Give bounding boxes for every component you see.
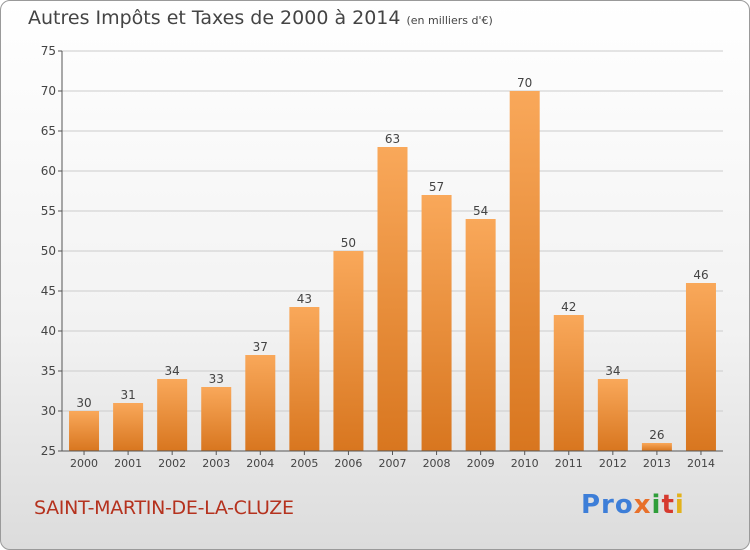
y-tick-label: 65 [41, 124, 56, 138]
x-tick-label: 2013 [643, 457, 671, 470]
data-label: 30 [76, 396, 91, 410]
y-tick-label: 60 [41, 164, 56, 178]
bars [69, 91, 716, 451]
data-label: 54 [473, 204, 488, 218]
bar [553, 315, 584, 451]
logo-part: Pro [581, 490, 634, 520]
chart-subtitle: (en milliers d'€) [406, 14, 493, 27]
y-tick-label: 40 [41, 324, 56, 338]
data-label: 31 [120, 388, 135, 402]
bar [421, 195, 452, 451]
x-tick-label: 2007 [379, 457, 407, 470]
y-tick-label: 25 [41, 444, 56, 458]
x-tick-label: 2002 [158, 457, 186, 470]
bar [113, 403, 144, 451]
logo-part: i [651, 490, 662, 520]
y-tick-label: 75 [41, 44, 56, 58]
x-tick-label: 2014 [687, 457, 715, 470]
y-axis: 25 30 35 40 45 50 55 60 65 70 75 [41, 44, 63, 458]
commune-name: SAINT-MARTIN-DE-LA-CLUZE [34, 497, 294, 519]
bar [641, 443, 672, 451]
data-label: 37 [253, 340, 268, 354]
data-label: 46 [693, 268, 708, 282]
bar [245, 355, 276, 451]
chart-title: Autres Impôts et Taxes de 2000 à 2014 (en… [28, 7, 493, 29]
x-tick-label: 2009 [467, 457, 495, 470]
x-tick-label: 2000 [70, 457, 98, 470]
data-label: 63 [385, 132, 400, 146]
x-tick-label: 2004 [246, 457, 274, 470]
x-tick-label: 2008 [423, 457, 451, 470]
bar [289, 307, 320, 451]
bar [157, 379, 188, 451]
y-tick-label: 35 [41, 364, 56, 378]
y-tick-label: 30 [41, 404, 56, 418]
bar [69, 411, 100, 451]
bar [201, 387, 232, 451]
y-tick-label: 55 [41, 204, 56, 218]
bar [597, 379, 628, 451]
x-tick-label: 2006 [334, 457, 362, 470]
data-label: 34 [165, 364, 180, 378]
logo-part: t [661, 490, 675, 520]
data-label: 26 [649, 428, 664, 442]
y-tick-label: 70 [41, 84, 56, 98]
y-tick-label: 50 [41, 244, 56, 258]
x-axis: 2000 2001 2002 2003 2004 2005 2006 2007 2008 2009… [62, 450, 723, 470]
bar [377, 147, 408, 451]
bar [333, 251, 364, 451]
x-tick-label: 2005 [290, 457, 318, 470]
data-label: 33 [209, 372, 224, 386]
x-tick-label: 2010 [511, 457, 539, 470]
logo-part: i [674, 490, 685, 520]
data-label: 34 [605, 364, 620, 378]
logo-part: x [633, 490, 652, 520]
y-tick-label: 45 [41, 284, 56, 298]
x-tick-label: 2001 [114, 457, 142, 470]
data-label: 43 [297, 292, 312, 306]
proxiti-logo[interactable]: Proxiti [581, 490, 685, 520]
bar [685, 283, 716, 451]
x-tick-label: 2003 [202, 457, 230, 470]
bar [465, 219, 496, 451]
data-labels: 30 31 34 33 37 43 50 63 57 54 70 42 34 26 46 [76, 76, 708, 442]
x-tick-label: 2011 [555, 457, 583, 470]
data-label: 42 [561, 300, 576, 314]
x-tick-label: 2012 [599, 457, 627, 470]
data-label: 70 [517, 76, 532, 90]
title-text: Autres Impôts et Taxes de 2000 à 2014 [28, 7, 401, 29]
bar [509, 91, 540, 451]
data-label: 57 [429, 180, 444, 194]
data-label: 50 [341, 236, 356, 250]
